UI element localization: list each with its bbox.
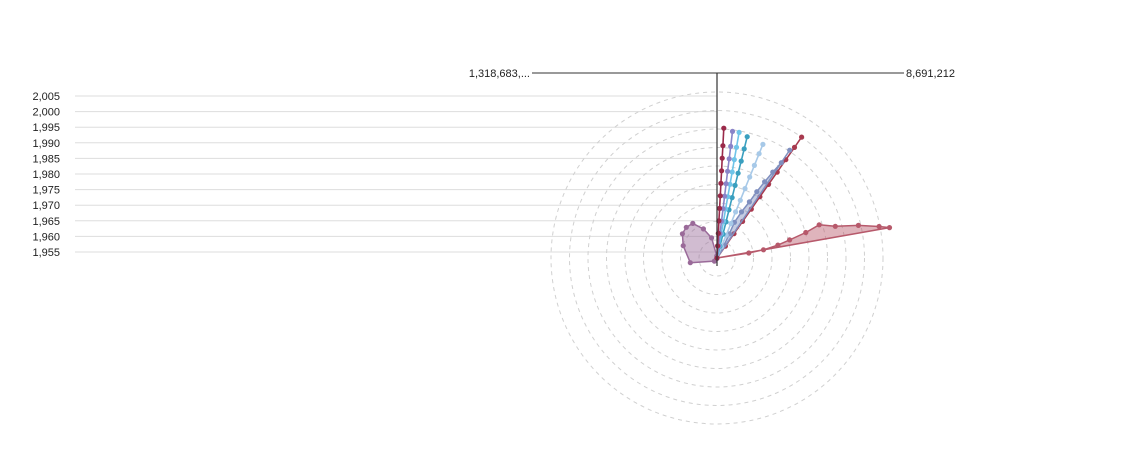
- data-point: [742, 186, 748, 192]
- radial-value-axis: 1,318,683,... 8,691,212: [469, 68, 955, 266]
- data-point: [728, 143, 734, 149]
- y-axis-tick-labels: 2,005 2,000 1,995 1,990 1,985 1,980 1,975 1,970…: [32, 91, 60, 259]
- series-2: [714, 222, 893, 261]
- y-tick-label: 1,960: [32, 231, 60, 243]
- radial-ring: [569, 110, 865, 406]
- data-point: [762, 179, 768, 185]
- data-point: [832, 223, 838, 229]
- series-1: [679, 220, 720, 266]
- data-point: [719, 168, 725, 174]
- data-point: [690, 220, 696, 226]
- y-tick-label: 2,000: [32, 107, 60, 119]
- data-point: [728, 220, 734, 227]
- data-point: [729, 128, 736, 134]
- data-point: [746, 199, 753, 205]
- data-point: [719, 155, 725, 161]
- series-layer: [679, 125, 893, 266]
- data-point: [732, 182, 738, 188]
- y-tick-label: 1,990: [32, 138, 60, 150]
- data-point: [736, 129, 742, 135]
- data-point: [886, 225, 893, 231]
- y-tick-label: 1,965: [32, 216, 60, 228]
- y-gridlines: [75, 95, 717, 253]
- data-point: [787, 147, 793, 153]
- radial-ring: [550, 91, 884, 425]
- y-tick-label: 1,955: [32, 247, 60, 259]
- data-point: [717, 205, 723, 211]
- y-tick-label: 2,005: [32, 91, 60, 103]
- data-point: [733, 209, 739, 215]
- data-point: [754, 189, 760, 195]
- data-point: [683, 224, 689, 230]
- data-point: [756, 151, 762, 157]
- data-point: [725, 168, 731, 174]
- data-point: [799, 134, 805, 140]
- radial-ring: [587, 128, 847, 388]
- data-point: [738, 158, 744, 164]
- data-point: [723, 181, 729, 187]
- radial-axis-max-label: 8,691,212: [906, 68, 955, 80]
- data-point: [679, 231, 686, 237]
- data-point: [760, 247, 767, 253]
- data-point: [726, 156, 732, 162]
- data-point: [746, 250, 752, 256]
- data-point: [731, 157, 737, 163]
- y-tick-label: 1,970: [32, 200, 60, 212]
- radial-ring: [698, 239, 736, 277]
- data-point: [722, 193, 728, 199]
- data-point: [729, 195, 735, 201]
- data-point: [816, 222, 822, 228]
- data-point: [718, 180, 724, 186]
- data-point: [717, 193, 723, 199]
- data-point: [791, 144, 798, 150]
- data-point: [709, 235, 715, 241]
- data-point: [720, 143, 726, 149]
- data-point: [803, 229, 809, 236]
- data-point: [751, 162, 758, 168]
- radial-axis-min-label: 1,318,683,...: [469, 68, 530, 80]
- y-tick-label: 1,995: [32, 122, 60, 134]
- data-point: [760, 141, 766, 147]
- data-point: [744, 134, 750, 140]
- data-point: [876, 223, 882, 230]
- data-point: [737, 197, 743, 203]
- data-point: [738, 209, 745, 215]
- data-point: [680, 243, 686, 249]
- data-point: [741, 146, 747, 152]
- series-area: [716, 224, 891, 259]
- data-point: [729, 169, 735, 175]
- data-point: [716, 218, 722, 224]
- data-point: [787, 237, 793, 243]
- data-point: [778, 160, 784, 166]
- data-point: [727, 181, 733, 187]
- y-tick-label: 1,985: [32, 153, 60, 165]
- y-tick-label: 1,980: [32, 169, 60, 181]
- data-point: [770, 169, 776, 175]
- y-tick-label: 1,975: [32, 185, 60, 197]
- data-point: [687, 260, 693, 266]
- data-point: [735, 170, 741, 176]
- data-point: [721, 125, 727, 131]
- data-point: [855, 222, 862, 228]
- data-point: [733, 144, 740, 150]
- data-point: [747, 174, 753, 180]
- data-point: [775, 242, 781, 248]
- data-point: [700, 226, 707, 232]
